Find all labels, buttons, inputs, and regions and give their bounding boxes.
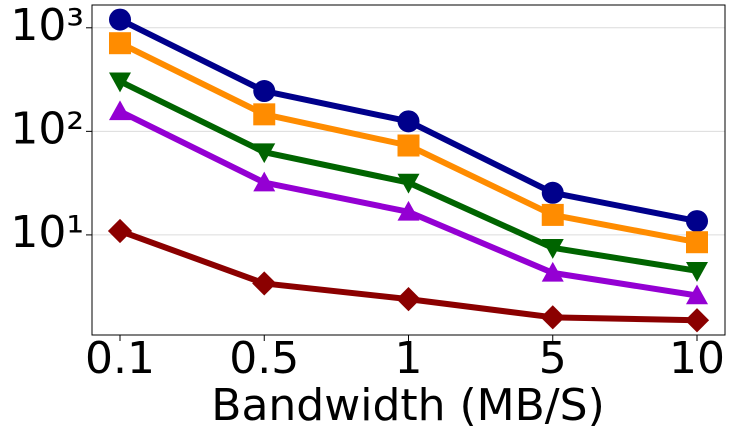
marker (253, 80, 276, 103)
x-tick-label: 0.1 (85, 333, 155, 384)
marker (540, 305, 565, 330)
marker (397, 110, 420, 133)
marker (684, 308, 710, 333)
marker (397, 200, 420, 221)
marker (541, 239, 564, 259)
marker (541, 261, 564, 282)
plot-frame (91, 4, 726, 336)
marker (397, 173, 420, 194)
marker (252, 271, 277, 296)
marker (686, 231, 708, 254)
marker (253, 103, 276, 126)
marker (541, 203, 564, 226)
marker (109, 8, 131, 31)
x-tick-label: 0.5 (229, 333, 299, 384)
x-tick-label: 10 (669, 333, 725, 384)
marker (253, 143, 276, 164)
x-tick-label: 5 (539, 333, 567, 384)
x-tick-label: 1 (395, 333, 423, 384)
y-tick-label: 10² (10, 103, 84, 154)
marker (397, 134, 420, 157)
marker (253, 171, 276, 192)
marker (109, 100, 131, 121)
marker (686, 284, 708, 305)
marker (686, 262, 708, 282)
marker (686, 210, 708, 233)
marker (109, 72, 131, 93)
y-tick-label: 10³ (10, 0, 84, 51)
marker (396, 286, 421, 312)
marker (107, 218, 133, 244)
x-axis-label: Bandwidth (MB/S) (211, 380, 604, 431)
marker (109, 32, 131, 55)
marker (541, 181, 564, 204)
y-tick-label: 10¹ (10, 207, 84, 258)
